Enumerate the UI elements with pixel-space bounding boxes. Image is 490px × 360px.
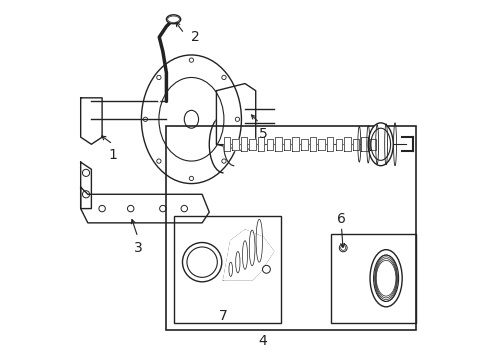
Polygon shape [267, 139, 273, 150]
Ellipse shape [368, 123, 393, 166]
Polygon shape [249, 139, 256, 150]
Polygon shape [92, 102, 167, 119]
Polygon shape [344, 137, 351, 152]
Polygon shape [223, 230, 273, 280]
Bar [167, 126, 416, 330]
Text: 1: 1 [108, 148, 117, 162]
Polygon shape [370, 139, 376, 150]
Text: 2: 2 [191, 30, 199, 44]
Polygon shape [81, 187, 209, 223]
Polygon shape [275, 137, 282, 152]
Polygon shape [310, 137, 316, 152]
Polygon shape [293, 137, 299, 152]
Polygon shape [81, 162, 92, 208]
Text: 5: 5 [259, 127, 267, 140]
Polygon shape [223, 137, 230, 152]
Polygon shape [217, 84, 256, 152]
Polygon shape [245, 109, 273, 123]
Text: 7: 7 [219, 309, 228, 323]
Text: 6: 6 [337, 212, 346, 226]
Polygon shape [81, 98, 102, 144]
Polygon shape [284, 139, 290, 150]
Ellipse shape [167, 15, 181, 24]
Polygon shape [258, 137, 265, 152]
Polygon shape [327, 137, 333, 152]
Bar [331, 234, 416, 323]
Polygon shape [318, 139, 325, 150]
Polygon shape [232, 139, 239, 150]
Polygon shape [353, 139, 359, 150]
Bar [173, 216, 281, 323]
Text: 4: 4 [259, 334, 267, 348]
Text: 3: 3 [133, 241, 142, 255]
Polygon shape [362, 137, 368, 152]
Polygon shape [301, 139, 308, 150]
Polygon shape [241, 137, 247, 152]
Polygon shape [336, 139, 342, 150]
